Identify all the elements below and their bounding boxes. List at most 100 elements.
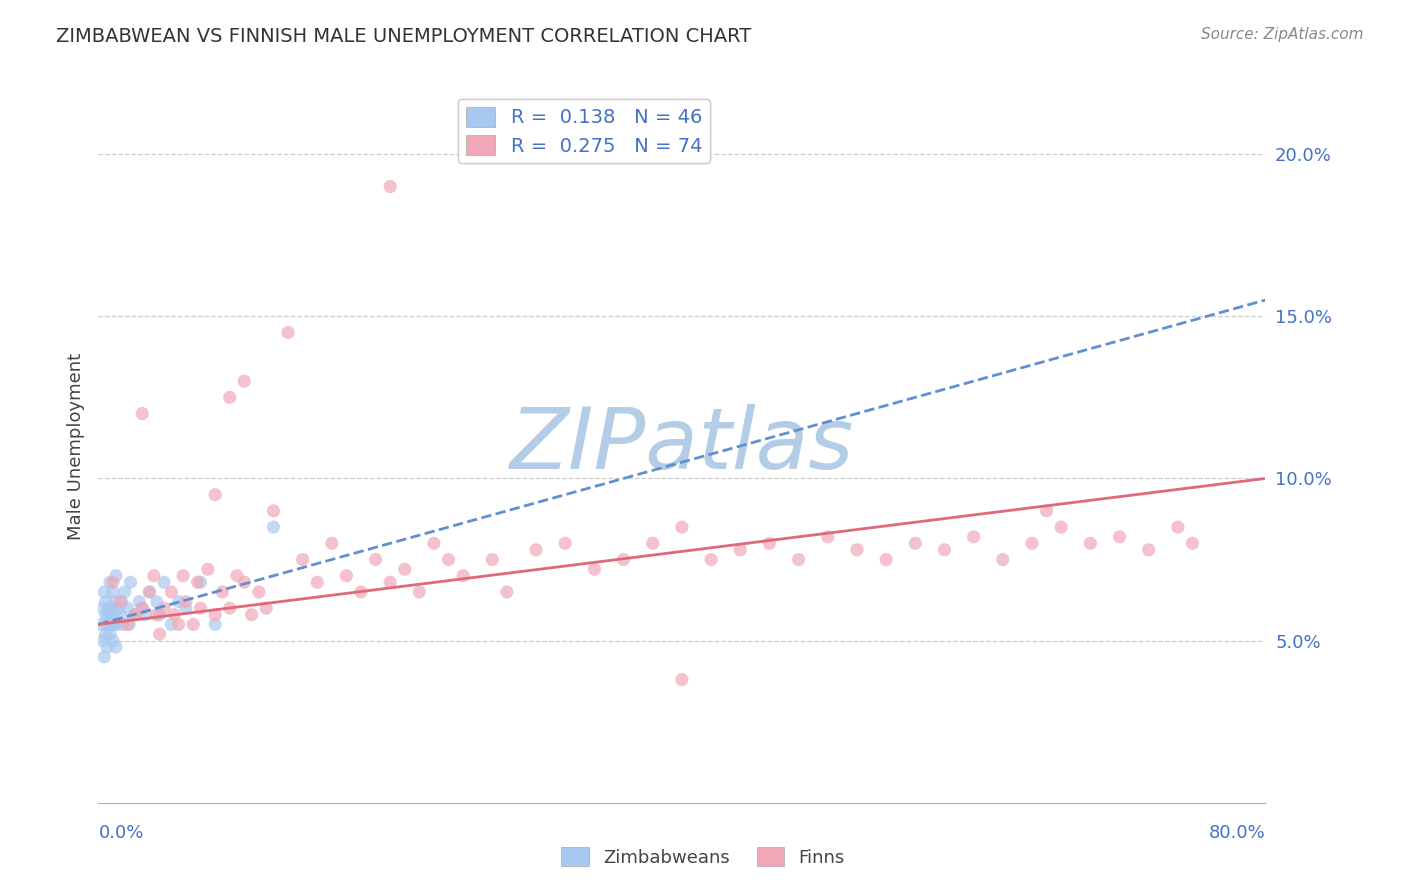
- Point: [364, 552, 387, 566]
- Point: [423, 536, 446, 550]
- Point: [991, 552, 1014, 566]
- Point: [138, 585, 160, 599]
- Point: [962, 530, 984, 544]
- Point: [94, 627, 117, 641]
- Point: [554, 536, 576, 550]
- Point: [262, 504, 284, 518]
- Point: [190, 601, 212, 615]
- Point: [101, 607, 124, 622]
- Point: [118, 617, 141, 632]
- Point: [218, 390, 240, 404]
- Point: [149, 607, 172, 622]
- Point: [190, 575, 212, 590]
- Point: [262, 520, 284, 534]
- Legend: Zimbabweans, Finns: Zimbabweans, Finns: [554, 840, 852, 874]
- Text: 0.0%: 0.0%: [98, 824, 143, 842]
- Point: [114, 585, 136, 599]
- Point: [146, 607, 169, 622]
- Point: [128, 595, 150, 609]
- Point: [187, 575, 209, 590]
- Text: ZIPatlas: ZIPatlas: [510, 404, 853, 488]
- Point: [98, 627, 121, 641]
- Point: [226, 568, 249, 582]
- Point: [110, 607, 132, 622]
- Point: [153, 601, 176, 615]
- Text: 80.0%: 80.0%: [1209, 824, 1265, 842]
- Point: [451, 568, 474, 582]
- Point: [700, 552, 723, 566]
- Point: [110, 595, 132, 609]
- Point: [817, 530, 839, 544]
- Legend: R =  0.138   N = 46, R =  0.275   N = 74: R = 0.138 N = 46, R = 0.275 N = 74: [458, 99, 710, 163]
- Point: [167, 617, 190, 632]
- Point: [197, 562, 219, 576]
- Point: [307, 575, 329, 590]
- Point: [124, 607, 146, 622]
- Point: [94, 595, 117, 609]
- Point: [160, 585, 183, 599]
- Point: [100, 601, 122, 615]
- Point: [91, 633, 114, 648]
- Point: [211, 585, 233, 599]
- Y-axis label: Male Unemployment: Male Unemployment: [66, 352, 84, 540]
- Point: [671, 673, 693, 687]
- Point: [146, 595, 169, 609]
- Point: [163, 607, 186, 622]
- Point: [138, 585, 160, 599]
- Point: [846, 542, 869, 557]
- Point: [167, 595, 190, 609]
- Point: [94, 607, 117, 622]
- Point: [93, 585, 115, 599]
- Point: [104, 568, 127, 582]
- Point: [875, 552, 897, 566]
- Point: [218, 601, 240, 615]
- Point: [172, 568, 194, 582]
- Point: [1181, 536, 1204, 550]
- Point: [91, 601, 114, 615]
- Point: [934, 542, 956, 557]
- Point: [233, 374, 256, 388]
- Point: [1137, 542, 1160, 557]
- Point: [321, 536, 343, 550]
- Point: [291, 552, 314, 566]
- Point: [101, 575, 124, 590]
- Text: ZIMBABWEAN VS FINNISH MALE UNEMPLOYMENT CORRELATION CHART: ZIMBABWEAN VS FINNISH MALE UNEMPLOYMENT …: [56, 27, 751, 45]
- Point: [96, 617, 118, 632]
- Point: [101, 585, 124, 599]
- Point: [97, 607, 120, 622]
- Point: [254, 601, 277, 615]
- Point: [108, 601, 131, 615]
- Point: [758, 536, 780, 550]
- Point: [174, 601, 197, 615]
- Point: [124, 607, 146, 622]
- Point: [204, 617, 226, 632]
- Point: [380, 575, 402, 590]
- Point: [583, 562, 606, 576]
- Point: [394, 562, 416, 576]
- Point: [97, 601, 120, 615]
- Text: Source: ZipAtlas.com: Source: ZipAtlas.com: [1201, 27, 1364, 42]
- Point: [90, 617, 112, 632]
- Point: [1035, 504, 1057, 518]
- Point: [612, 552, 634, 566]
- Point: [904, 536, 927, 550]
- Point: [730, 542, 752, 557]
- Point: [131, 601, 153, 615]
- Point: [524, 542, 547, 557]
- Point: [131, 407, 153, 421]
- Point: [1021, 536, 1043, 550]
- Point: [1080, 536, 1102, 550]
- Point: [105, 617, 128, 632]
- Point: [1167, 520, 1189, 534]
- Point: [101, 633, 124, 648]
- Point: [247, 585, 270, 599]
- Point: [204, 607, 226, 622]
- Point: [112, 617, 135, 632]
- Point: [671, 520, 693, 534]
- Point: [335, 568, 357, 582]
- Point: [153, 575, 176, 590]
- Point: [240, 607, 263, 622]
- Point: [104, 640, 127, 654]
- Point: [174, 595, 197, 609]
- Point: [787, 552, 810, 566]
